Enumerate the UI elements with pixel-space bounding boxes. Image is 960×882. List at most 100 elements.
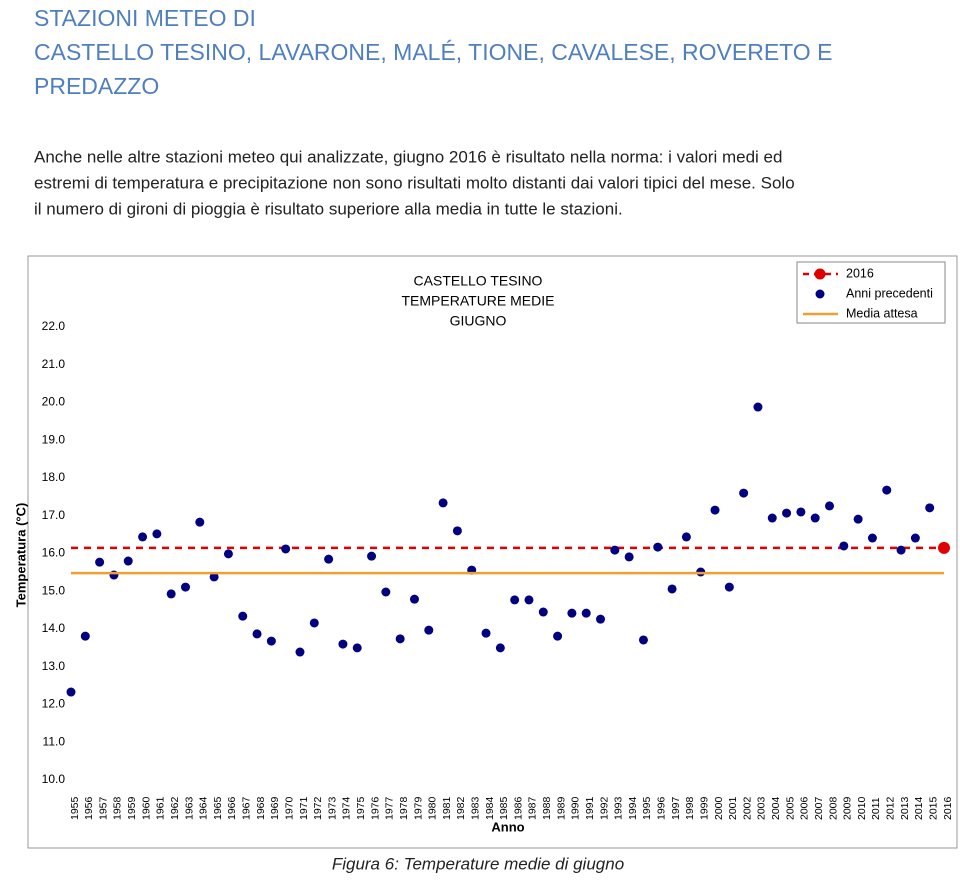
x-tick-label: 1965 [212, 796, 224, 820]
x-tick-label: 2014 [913, 796, 925, 820]
point [581, 608, 591, 618]
point [724, 582, 734, 592]
point [309, 618, 319, 628]
point [667, 584, 677, 594]
legend-swatch [815, 289, 825, 299]
x-tick-label: 1969 [269, 796, 281, 820]
heading: CASTELLO TESINO, LAVARONE, MALÉ, TIONE, … [34, 39, 832, 65]
point [266, 636, 276, 646]
x-tick-label: 2002 [741, 796, 753, 820]
y-tick-label: 19.0 [42, 432, 66, 446]
x-tick-label: 1976 [369, 796, 381, 820]
point [424, 625, 434, 635]
point [481, 628, 491, 638]
y-tick-label: 12.0 [42, 697, 66, 711]
point [896, 545, 906, 555]
x-tick-label: 2001 [727, 796, 739, 820]
x-tick-label: 1999 [698, 796, 710, 820]
point [681, 532, 691, 542]
point [209, 572, 219, 582]
x-tick-label: 1980 [427, 796, 439, 820]
point [352, 643, 362, 653]
x-tick-label: 2015 [927, 796, 939, 820]
x-tick-label: 1968 [255, 796, 267, 820]
heading: PREDAZZO [34, 73, 159, 99]
x-tick-label: 1991 [584, 796, 596, 820]
chart-title: CASTELLO TESINO [414, 273, 543, 289]
x-tick-label: 2007 [813, 796, 825, 820]
x-tick-label: 1982 [455, 796, 467, 820]
x-tick-label: 1978 [398, 796, 410, 820]
x-tick-label: 2003 [756, 796, 768, 820]
heading: STAZIONI METEO DI [34, 5, 256, 31]
point [839, 541, 849, 551]
point [810, 513, 820, 523]
x-tick-label: 1985 [498, 796, 510, 820]
y-tick-label: 16.0 [42, 546, 66, 560]
x-tick-label: 1971 [298, 796, 310, 820]
point [767, 513, 777, 523]
point [867, 533, 877, 543]
point [109, 570, 119, 580]
x-tick-label: 1964 [198, 796, 210, 820]
paragraph-line: il numero di gironi di pioggia è risulta… [34, 199, 623, 218]
x-tick-label: 1961 [155, 796, 167, 820]
point [538, 607, 548, 617]
x-tick-label: 2004 [770, 796, 782, 820]
x-tick-label: 1958 [112, 796, 124, 820]
x-tick-label: 2005 [784, 796, 796, 820]
legend-label: Anni precedenti [846, 286, 933, 300]
x-tick-label: 2011 [870, 797, 882, 820]
point [324, 554, 334, 564]
x-tick-label: 1975 [355, 796, 367, 820]
point [180, 582, 190, 592]
point [825, 501, 835, 511]
point [782, 508, 792, 518]
point [295, 647, 305, 657]
point [753, 402, 763, 412]
x-tick-label: 2010 [856, 796, 868, 820]
x-tick-label: 1984 [484, 796, 496, 820]
point [925, 503, 935, 513]
x-tick-label: 2013 [899, 796, 911, 820]
x-tick-label: 1974 [341, 796, 353, 820]
x-tick-label: 2009 [842, 796, 854, 820]
point [238, 611, 248, 621]
y-tick-label: 13.0 [42, 659, 66, 673]
point [195, 517, 205, 527]
x-tick-label: 2008 [827, 796, 839, 820]
point [610, 545, 620, 555]
point [710, 505, 720, 515]
x-tick-label: 1955 [69, 796, 81, 820]
x-tick-label: 1994 [627, 796, 639, 820]
legend-swatch [814, 268, 826, 280]
x-tick-label: 2000 [713, 796, 725, 820]
x-tick-label: 1998 [684, 796, 696, 820]
paragraph-line: Anche nelle altre stazioni meteo qui ana… [34, 147, 782, 166]
point [95, 557, 105, 567]
point [853, 514, 863, 524]
x-tick-label: 1956 [83, 796, 95, 820]
point [395, 634, 405, 644]
y-tick-label: 14.0 [42, 621, 66, 635]
point [882, 485, 892, 495]
x-tick-label: 1986 [512, 796, 524, 820]
chart-title: TEMPERATURE MEDIE [402, 293, 555, 309]
x-tick-label: 1960 [140, 796, 152, 820]
point [409, 594, 419, 604]
point [66, 687, 76, 697]
point [223, 549, 233, 559]
point [624, 552, 634, 562]
point [123, 556, 133, 566]
x-tick-label: 1957 [97, 796, 109, 820]
y-tick-label: 21.0 [42, 357, 66, 371]
x-tick-label: 1996 [656, 796, 668, 820]
point [796, 507, 806, 517]
caption: Figura 6: Temperature medie di giugno [332, 854, 624, 873]
point [938, 541, 950, 554]
point [910, 533, 920, 543]
paragraph-line: estremi di temperatura e precipitazione … [34, 173, 795, 192]
x-tick-label: 2016 [942, 796, 954, 820]
x-tick-label: 1981 [441, 796, 453, 820]
x-tick-label: 1995 [641, 796, 653, 820]
